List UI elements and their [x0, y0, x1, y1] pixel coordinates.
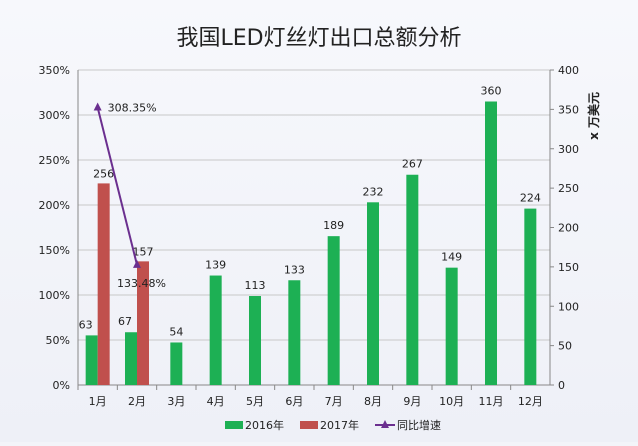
y2-tick-label: 400 [558, 64, 579, 77]
y-tick-label: 50% [46, 334, 70, 347]
x-tick-label: 4月 [207, 395, 225, 408]
x-tick-label: 9月 [403, 395, 421, 408]
bar-2017 [137, 261, 149, 385]
y2-tick-label: 200 [558, 222, 579, 235]
bar-2016 [406, 174, 419, 385]
legend-label: 2017年 [320, 418, 359, 432]
y-tick-label: 150% [39, 244, 70, 257]
x-tick-label: 11月 [479, 395, 504, 408]
growth-label: 308.35% [108, 101, 157, 114]
y2-tick-label: 0 [558, 379, 565, 392]
bar-label-2016: 189 [323, 219, 344, 232]
bar-label-2016: 149 [441, 251, 462, 264]
x-tick-label: 10月 [439, 395, 464, 408]
bar-2016 [288, 280, 301, 385]
bar-label-2016: 67 [118, 315, 132, 328]
bar-label-2016: 113 [245, 279, 266, 292]
bar-2016 [125, 332, 137, 385]
bar-2016 [445, 267, 458, 385]
bar-2016 [85, 335, 98, 385]
bar-2017 [97, 183, 110, 385]
y-tick-label: 200% [39, 199, 70, 212]
x-tick-label: 8月 [364, 395, 382, 408]
x-tick-label: 5月 [246, 395, 264, 408]
y2-tick-label: 300 [558, 143, 579, 156]
y2-tick-label: 50 [558, 340, 572, 353]
bar-label-2017: 157 [133, 245, 154, 258]
legend-marker [381, 420, 389, 428]
y2-tick-label: 350 [558, 103, 579, 116]
legend-swatch [300, 421, 318, 429]
chart-title: 我国LED灯丝灯出口总额分析 [176, 26, 461, 51]
y2-axis-label: x 万美元 [586, 92, 601, 140]
bar-label-2016: 63 [79, 318, 93, 331]
y2-tick-label: 100 [558, 300, 579, 313]
bar-2016 [170, 342, 183, 385]
y-tick-label: 300% [39, 109, 70, 122]
x-tick-label: 12月 [518, 395, 543, 408]
bar-label-2016: 232 [363, 185, 384, 198]
growth-marker [93, 102, 102, 111]
x-tick-label: 1月 [89, 395, 107, 408]
bar-2016 [327, 236, 340, 385]
bar-2016 [485, 101, 497, 385]
bar-label-2016: 54 [169, 325, 183, 338]
legend-label: 同比增速 [397, 418, 441, 432]
x-tick-label: 2月 [128, 395, 146, 408]
y-tick-label: 100% [39, 289, 70, 302]
bar-label-2016: 224 [520, 192, 541, 205]
growth-line [96, 107, 138, 266]
y2-tick-label: 250 [558, 182, 579, 195]
bar-label-2016: 267 [402, 158, 423, 171]
growth-label: 133.48% [117, 277, 166, 290]
bar-label-2017: 256 [93, 167, 114, 180]
bar-2016 [209, 275, 222, 385]
bar-label-2016: 139 [205, 259, 226, 272]
bar-2016 [524, 208, 537, 385]
legend-swatch [225, 421, 243, 429]
y-tick-label: 250% [39, 154, 70, 167]
y-tick-label: 350% [39, 64, 70, 77]
x-tick-label: 3月 [167, 395, 185, 408]
bar-label-2016: 133 [284, 263, 305, 276]
bar-2016 [249, 296, 261, 385]
x-tick-label: 7月 [325, 395, 343, 408]
bar-2016 [367, 202, 379, 385]
bar-label-2016: 360 [481, 85, 502, 98]
y-tick-label: 0% [53, 379, 70, 392]
x-tick-label: 6月 [285, 395, 303, 408]
legend-label: 2016年 [245, 418, 284, 432]
growth-marker [133, 259, 141, 268]
y2-tick-label: 150 [558, 261, 579, 274]
